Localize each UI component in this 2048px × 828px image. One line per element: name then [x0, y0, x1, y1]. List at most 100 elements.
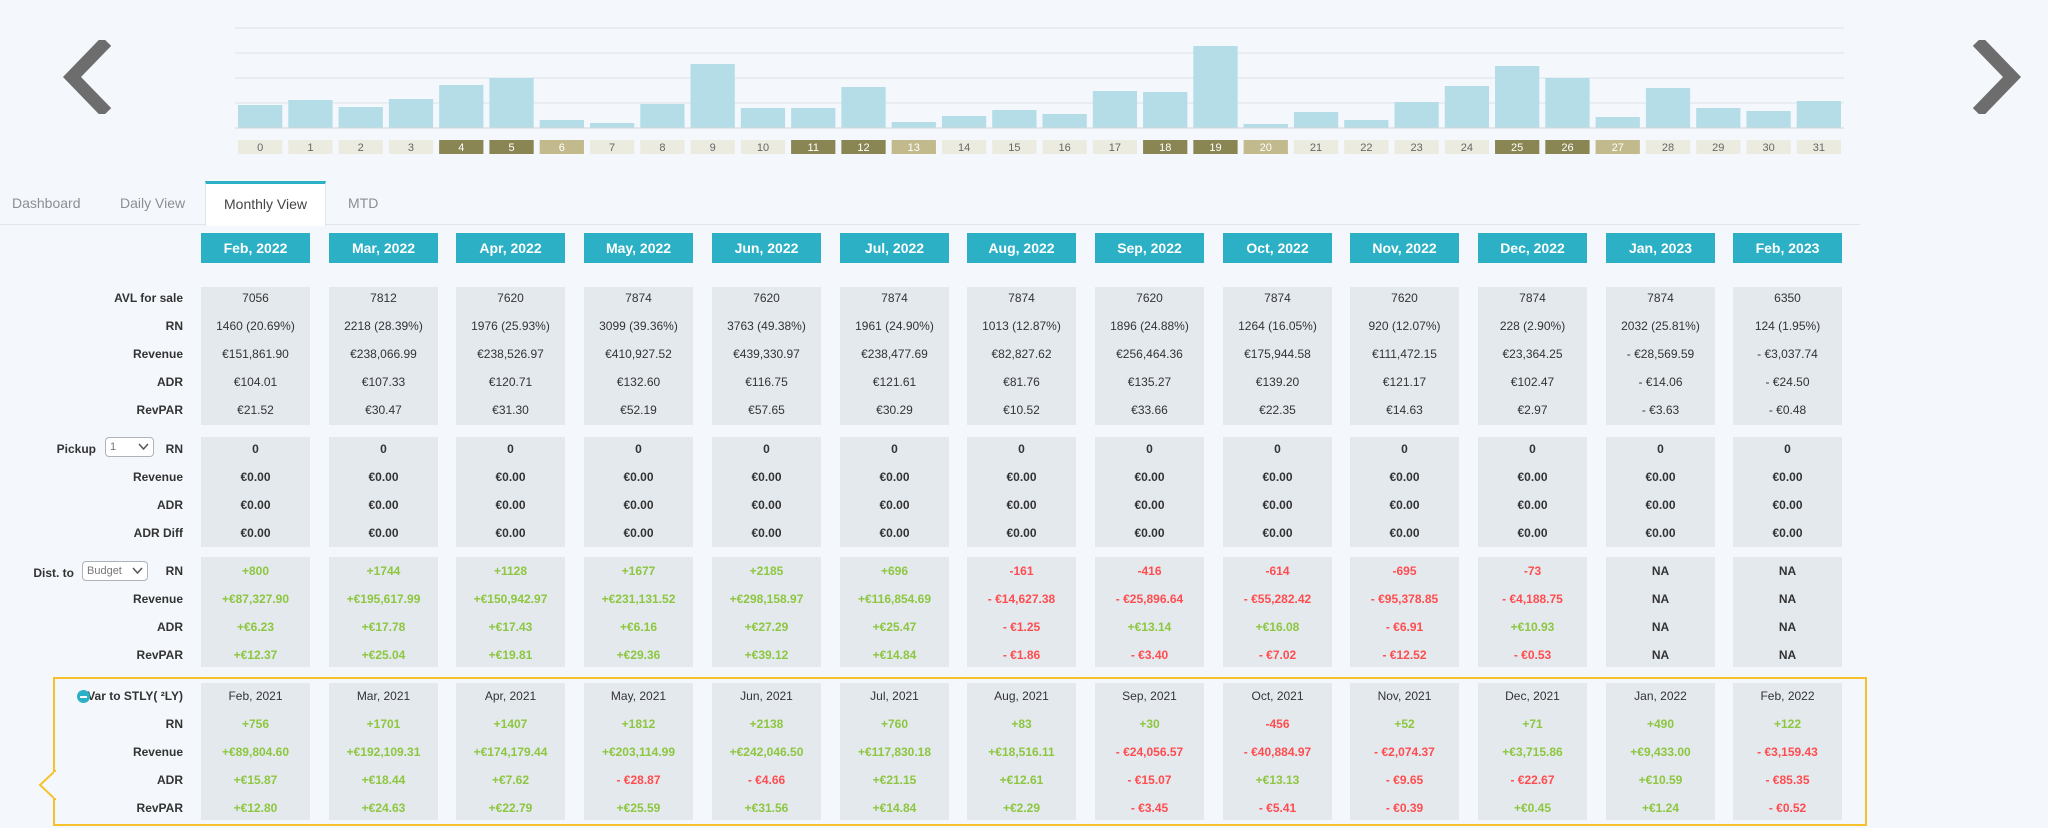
- table-cell: €0.00: [623, 526, 654, 540]
- chevron-down-icon: [132, 567, 143, 575]
- chart-bar[interactable]: [589, 123, 635, 128]
- column-background: [329, 557, 438, 667]
- chart-bar[interactable]: [841, 87, 886, 128]
- chart-bar[interactable]: [740, 108, 786, 128]
- tab-dashboard[interactable]: Dashboard: [12, 195, 81, 211]
- chart-bar[interactable]: [690, 64, 735, 128]
- month-header[interactable]: Oct, 2022: [1223, 233, 1332, 263]
- chart-bar[interactable]: [1243, 124, 1288, 128]
- table-cell: +1128: [493, 564, 528, 578]
- table-cell: €2.97: [1517, 403, 1548, 417]
- month-header[interactable]: Feb, 2022: [201, 233, 310, 263]
- chart-tick-label: 1: [307, 142, 313, 154]
- table-cell: - €28.87: [616, 773, 661, 787]
- pickup-days-select[interactable]: 1: [105, 437, 154, 457]
- chart-bar[interactable]: [992, 110, 1037, 128]
- column-background: [1478, 287, 1587, 425]
- chart-day-label-bg: [992, 140, 1037, 154]
- chart-bar[interactable]: [1645, 88, 1691, 128]
- chart-bar[interactable]: [1193, 46, 1238, 128]
- distance-target-select[interactable]: Budget: [82, 561, 148, 581]
- previous-arrow-button[interactable]: [58, 40, 118, 114]
- table-cell: €116.75: [745, 375, 788, 389]
- tab-monthly-view[interactable]: Monthly View: [205, 181, 327, 226]
- table-cell: +€1.24: [1641, 801, 1680, 815]
- table-cell: +€25.59: [616, 801, 661, 815]
- chart-bar[interactable]: [1042, 114, 1087, 128]
- chart-bar[interactable]: [238, 105, 283, 128]
- table-cell: €0.00: [1006, 526, 1037, 540]
- chart-bar[interactable]: [1696, 108, 1741, 128]
- chart-bar[interactable]: [388, 99, 434, 128]
- column-background: [584, 287, 693, 425]
- chart-bar[interactable]: [1394, 102, 1439, 128]
- table-cell: €0.00: [751, 526, 782, 540]
- chart-day-label-bg: [1696, 140, 1741, 154]
- month-header[interactable]: Apr, 2022: [456, 233, 565, 263]
- column-background: [1223, 557, 1332, 667]
- chart-bar[interactable]: [1746, 111, 1791, 128]
- month-header[interactable]: Aug, 2022: [967, 233, 1076, 263]
- chart-day-label-bg: [1796, 140, 1841, 154]
- table-cell: - €2,074.37: [1374, 745, 1435, 759]
- chart-bar[interactable]: [941, 116, 987, 128]
- table-cell: +€19.81: [488, 648, 533, 662]
- table-cell: 0: [1018, 442, 1025, 456]
- chart-bar[interactable]: [891, 122, 936, 128]
- chart-bar[interactable]: [1545, 78, 1590, 128]
- table-cell: +€2.29: [1002, 801, 1041, 815]
- chart-bar[interactable]: [1796, 101, 1841, 128]
- chart-bar[interactable]: [338, 107, 383, 128]
- chart-tick-label: 23: [1410, 142, 1422, 154]
- chart-bar[interactable]: [791, 108, 836, 128]
- table-cell: €0.00: [368, 470, 399, 484]
- chart-bar[interactable]: [1595, 117, 1640, 128]
- chart-bar[interactable]: [489, 78, 534, 128]
- chart-tick-label: 8: [659, 142, 665, 154]
- table-cell: - €95,378.85: [1370, 592, 1439, 606]
- chart-bar[interactable]: [1444, 86, 1490, 128]
- next-arrow-button[interactable]: [1966, 40, 2026, 114]
- month-header[interactable]: Mar, 2022: [329, 233, 438, 263]
- chart-bar[interactable]: [288, 100, 333, 128]
- chart-bar[interactable]: [640, 104, 685, 128]
- table-cell: €0.00: [1006, 470, 1037, 484]
- row-label: RN: [165, 564, 183, 578]
- month-header[interactable]: Sep, 2022: [1095, 233, 1204, 263]
- tab-daily-view[interactable]: Daily View: [120, 195, 186, 211]
- chart-bar[interactable]: [439, 85, 484, 128]
- chart-day-label-bg: [288, 140, 333, 154]
- table-cell: 124 (1.95%): [1754, 319, 1821, 333]
- month-header[interactable]: Jul, 2022: [840, 233, 949, 263]
- table-cell: €0.00: [879, 498, 910, 512]
- tab-mtd[interactable]: MTD: [348, 195, 379, 211]
- chart-bar[interactable]: [539, 120, 584, 128]
- month-header[interactable]: Nov, 2022: [1350, 233, 1459, 263]
- month-header[interactable]: Dec, 2022: [1478, 233, 1587, 263]
- chart-bar[interactable]: [1344, 120, 1389, 128]
- table-cell: - €4,188.75: [1502, 592, 1563, 606]
- collapse-minus-icon[interactable]: [77, 690, 90, 703]
- table-cell: 228 (2.90%): [1499, 319, 1566, 333]
- table-cell: 3099 (39.36%): [599, 319, 678, 333]
- chart-tick-label: 19: [1209, 142, 1221, 154]
- table-cell: +1744: [366, 564, 401, 578]
- chart-tick-label: 30: [1762, 142, 1774, 154]
- chart-bar[interactable]: [1495, 66, 1540, 128]
- month-header[interactable]: Jan, 2023: [1606, 233, 1715, 263]
- row-label: AVL for sale: [114, 291, 183, 305]
- table-cell: +€6.23: [236, 620, 275, 634]
- chart-day-label-bg: [1746, 140, 1791, 154]
- table-cell: 1264 (16.05%): [1238, 319, 1317, 333]
- month-header[interactable]: May, 2022: [584, 233, 693, 263]
- table-cell: +€298,158.97: [729, 592, 804, 606]
- month-header[interactable]: Jun, 2022: [712, 233, 821, 263]
- chart-day-label-bg: [1645, 140, 1691, 154]
- chart-day-label-bg: [1394, 140, 1439, 154]
- chart-bar[interactable]: [1143, 92, 1188, 128]
- chart-bar[interactable]: [1092, 91, 1138, 128]
- chart-bar[interactable]: [1293, 112, 1339, 128]
- month-header[interactable]: Feb, 2023: [1733, 233, 1842, 263]
- chart-tick-label: 31: [1813, 142, 1825, 154]
- row-label: Revenue: [132, 592, 183, 606]
